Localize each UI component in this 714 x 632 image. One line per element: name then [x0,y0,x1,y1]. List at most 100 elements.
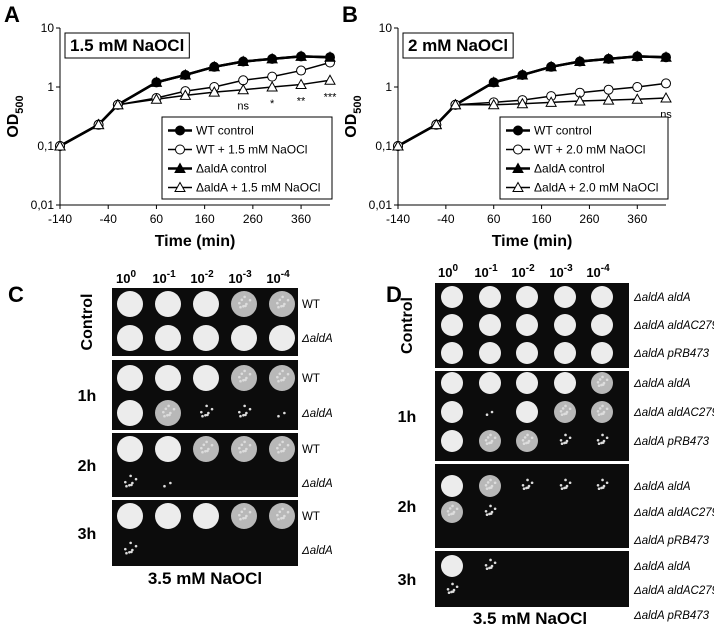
chart-title: 1.5 mM NaOCl [70,36,184,55]
legend-marker [512,181,524,192]
colony [280,450,283,453]
y-axis-label: OD500 [5,95,26,137]
colony [282,449,285,453]
spot [193,365,219,391]
colony [238,375,241,379]
y-tick-label: 1 [385,80,392,94]
colony [278,372,282,376]
data-point [150,76,163,87]
colony [488,486,491,490]
spot [193,436,219,462]
colony [167,404,170,408]
y-axis-label-subscript: 500 [352,95,364,113]
colony [522,487,526,491]
title-box [64,32,190,59]
colony [124,480,127,484]
legend-label: WT + 2.0 mM NaOCl [534,143,645,157]
colony [488,441,491,445]
colony [447,591,451,595]
colony [238,301,241,305]
y-tick-label: 0,01 [369,198,393,212]
series-line [397,97,667,147]
spot [516,286,538,308]
colony [485,442,489,446]
colony [280,379,283,382]
colony [240,298,244,302]
spot [441,501,463,523]
colony [568,436,572,440]
spot [479,372,501,394]
spot [155,503,181,529]
data-point [266,80,278,92]
colony [559,483,563,487]
colony [596,380,600,384]
spot [554,314,576,336]
spot [155,291,181,317]
group-label: 1h [398,409,417,426]
x-axis-label: Time (min) [492,233,573,250]
spot [193,503,219,529]
title-box [402,32,514,59]
colony [560,442,564,446]
spot [441,555,463,577]
legend-marker [175,144,185,155]
colony [521,438,525,442]
dilution-base: 10 [266,271,280,286]
colony [568,407,572,411]
strain-label: ΔaldA aldAC279S [633,585,714,597]
colony [489,558,492,562]
strain-label: ΔaldA [301,408,333,420]
panel-letter: B [342,2,358,27]
colony [286,372,290,376]
colony [281,440,284,444]
colony [280,305,283,308]
strain-label: ΔaldA aldAC279S [633,407,714,419]
data-point [179,89,192,100]
colony [451,582,454,586]
y-axis-label-main: OD [5,114,22,138]
plate-image [435,551,629,607]
colony [134,477,138,481]
strain-label: ΔaldA pRB473 [633,436,710,448]
colony [276,375,279,379]
colony [281,507,284,511]
data-point [449,98,462,110]
colony [485,413,489,417]
colony [248,372,252,376]
annotation: *** [324,91,338,103]
data-point [324,74,336,85]
colony [244,413,247,417]
colony [244,378,247,382]
group-label: 3h [398,572,417,589]
data-point [545,60,557,72]
annotation: ** [297,96,306,108]
y-tick-label: 0,1 [37,139,54,153]
data-point [92,118,105,130]
colony [201,450,204,454]
colony [200,410,203,414]
dilution-exponent: -1 [489,263,498,274]
colony [493,436,497,440]
colony [605,407,609,411]
colony [605,436,609,440]
colony [598,378,602,381]
colony [210,443,214,447]
colony [242,450,245,453]
dilution-exponent: -4 [601,263,610,274]
strain-label: ΔaldA aldA [633,481,691,493]
group-label: 3h [78,526,97,543]
dilution-exponent: -3 [243,269,252,280]
colony [493,507,497,511]
colony [239,305,242,309]
dilution-label: 10-2 [511,263,535,280]
colony [163,484,166,488]
colony [564,478,567,482]
colony [484,438,488,442]
colony [447,513,451,517]
colony [600,383,603,387]
colony [243,369,246,373]
colony [451,504,454,508]
colony [448,507,452,510]
